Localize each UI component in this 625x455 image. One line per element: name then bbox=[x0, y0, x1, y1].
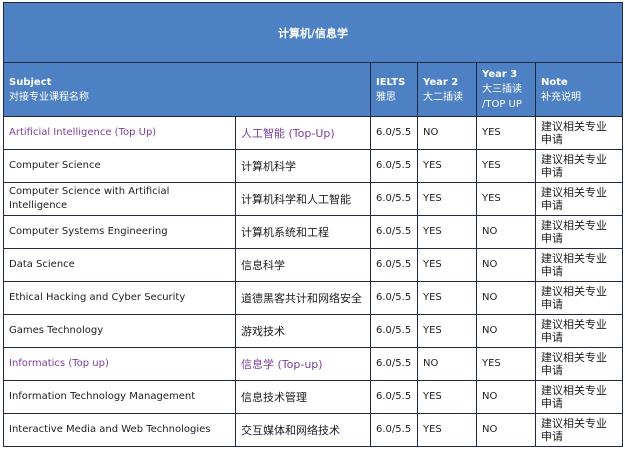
header-note: Note 补充说明 bbox=[534, 62, 624, 117]
table-row: Games Technology 游戏技术 6.0/5.5 YES NO 建议相关专业申请 bbox=[3, 314, 624, 348]
subject-cn-cell: 游戏技术 bbox=[235, 314, 371, 348]
header-year3-cn: 大三插读 bbox=[482, 84, 522, 95]
note-cell: 建议相关专业申请 bbox=[534, 149, 624, 183]
subject-en-cell: Ethical Hacking and Cyber Security bbox=[3, 281, 236, 315]
year2-cell: YES bbox=[417, 149, 477, 183]
header-year3-en: Year 3 bbox=[482, 69, 518, 80]
ielts-cell: 6.0/5.5 bbox=[370, 149, 418, 183]
note-cell: 建议相关专业申请 bbox=[534, 380, 624, 414]
ielts-cell: 6.0/5.5 bbox=[370, 314, 418, 348]
subject-cn-cell: 人工智能 (Top-Up) bbox=[235, 116, 371, 150]
note-cell: 建议相关专业申请 bbox=[534, 347, 624, 381]
subject-en-cell: Interactive Media and Web Technologies bbox=[3, 413, 236, 447]
year2-cell: YES bbox=[417, 281, 477, 315]
year2-cell: YES bbox=[417, 215, 477, 249]
header-note-cn: 补充说明 bbox=[541, 91, 581, 103]
subject-cn-cell: 道德黑客共计和网络安全 bbox=[235, 281, 371, 315]
note-cell: 建议相关专业申请 bbox=[534, 215, 624, 249]
year3-cell: NO bbox=[476, 314, 536, 348]
year3-cell: NO bbox=[476, 380, 536, 414]
ielts-cell: 6.0/5.5 bbox=[370, 413, 418, 447]
header-year2-en: Year 2 bbox=[423, 76, 459, 88]
year2-cell: NO bbox=[417, 116, 477, 150]
note-cell: 建议相关专业申请 bbox=[534, 248, 624, 282]
note-cell: 建议相关专业申请 bbox=[534, 413, 624, 447]
subject-en-cell: Information Technology Management bbox=[3, 380, 236, 414]
header-year3: Year 3 大三插读 /TOP UP bbox=[476, 62, 536, 117]
year3-cell: NO bbox=[476, 248, 536, 282]
subject-en-cell: Informatics (Top up) bbox=[3, 347, 236, 381]
header-year2-cn: 大二插读 bbox=[423, 91, 463, 103]
year2-cell: YES bbox=[417, 248, 477, 282]
header-subject: Subject 对接专业课程名称 bbox=[3, 62, 371, 117]
subject-en-cell: Computer Science bbox=[3, 149, 236, 183]
year3-cell: NO bbox=[476, 215, 536, 249]
subject-cn-cell: 信息科学 bbox=[235, 248, 371, 282]
year2-cell: YES bbox=[417, 413, 477, 447]
table-title: 计算机/信息学 bbox=[2, 2, 624, 63]
subject-cn-cell: 计算机科学和人工智能 bbox=[235, 182, 371, 216]
table-row: Data Science 信息科学 6.0/5.5 YES NO 建议相关专业申请 bbox=[3, 248, 624, 282]
table-row: Interactive Media and Web Technologies 交互… bbox=[3, 413, 624, 447]
table-row: Computer Systems Engineering 计算机系统和工程 6.0/… bbox=[3, 215, 624, 249]
note-cell: 建议相关专业申请 bbox=[534, 314, 624, 348]
year3-cell: YES bbox=[476, 182, 536, 216]
header-year3-topup: /TOP UP bbox=[482, 99, 522, 110]
subject-en-cell: Computer Science with Artificial Intelli… bbox=[3, 182, 236, 216]
subject-en-cell: Computer Systems Engineering bbox=[3, 215, 236, 249]
table-row: Artificial Intelligence (Top Up) 人工智能 (To… bbox=[3, 116, 624, 150]
ielts-cell: 6.0/5.5 bbox=[370, 215, 418, 249]
year3-cell: YES bbox=[476, 347, 536, 381]
header-year2: Year 2 大二插读 bbox=[417, 62, 477, 117]
header-ielts: IELTS 雅思 bbox=[370, 62, 418, 117]
subject-en-cell: Games Technology bbox=[3, 314, 236, 348]
subject-cn-cell: 信息技术管理 bbox=[235, 380, 371, 414]
ielts-cell: 6.0/5.5 bbox=[370, 380, 418, 414]
header-note-en: Note bbox=[541, 76, 568, 88]
ielts-cell: 6.0/5.5 bbox=[370, 116, 418, 150]
course-table: 计算机/信息学 Subject 对接专业课程名称 IELTS 雅思 Year 2… bbox=[2, 2, 624, 447]
table-row: Information Technology Management 信息技术管理 6… bbox=[3, 380, 624, 414]
course-table-container: 计算机/信息学 Subject 对接专业课程名称 IELTS 雅思 Year 2… bbox=[2, 2, 624, 447]
table-row: Computer Science with Artificial Intelli… bbox=[3, 182, 624, 216]
ielts-cell: 6.0/5.5 bbox=[370, 347, 418, 381]
subject-cn-cell: 计算机科学 bbox=[235, 149, 371, 183]
year3-cell: YES bbox=[476, 116, 536, 150]
ielts-cell: 6.0/5.5 bbox=[370, 182, 418, 216]
note-cell: 建议相关专业申请 bbox=[534, 182, 624, 216]
subject-en-cell: Data Science bbox=[3, 248, 236, 282]
subject-en-cell: Artificial Intelligence (Top Up) bbox=[3, 116, 236, 150]
year2-cell: YES bbox=[417, 182, 477, 216]
note-cell: 建议相关专业申请 bbox=[534, 281, 624, 315]
header-ielts-cn: 雅思 bbox=[376, 91, 396, 103]
note-cell: 建议相关专业申请 bbox=[534, 116, 624, 150]
header-subject-en: Subject bbox=[9, 76, 52, 88]
subject-cn-cell: 交互媒体和网络技术 bbox=[235, 413, 371, 447]
header-ielts-en: IELTS bbox=[376, 76, 406, 88]
year2-cell: YES bbox=[417, 314, 477, 348]
year3-cell: NO bbox=[476, 413, 536, 447]
subject-cn-cell: 信息学 (Top-up) bbox=[235, 347, 371, 381]
year3-cell: YES bbox=[476, 149, 536, 183]
year2-cell: NO bbox=[417, 347, 477, 381]
subject-cn-cell: 计算机系统和工程 bbox=[235, 215, 371, 249]
table-row: Computer Science 计算机科学 6.0/5.5 YES YES 建议相关专业… bbox=[3, 149, 624, 183]
year3-cell: NO bbox=[476, 281, 536, 315]
header-subject-cn: 对接专业课程名称 bbox=[9, 91, 89, 103]
table-row: Ethical Hacking and Cyber Security 道德黑客共计… bbox=[3, 281, 624, 315]
year2-cell: YES bbox=[417, 380, 477, 414]
ielts-cell: 6.0/5.5 bbox=[370, 248, 418, 282]
ielts-cell: 6.0/5.5 bbox=[370, 281, 418, 315]
table-row: Informatics (Top up) 信息学 (Top-up) 6.0/5.5 N… bbox=[3, 347, 624, 381]
